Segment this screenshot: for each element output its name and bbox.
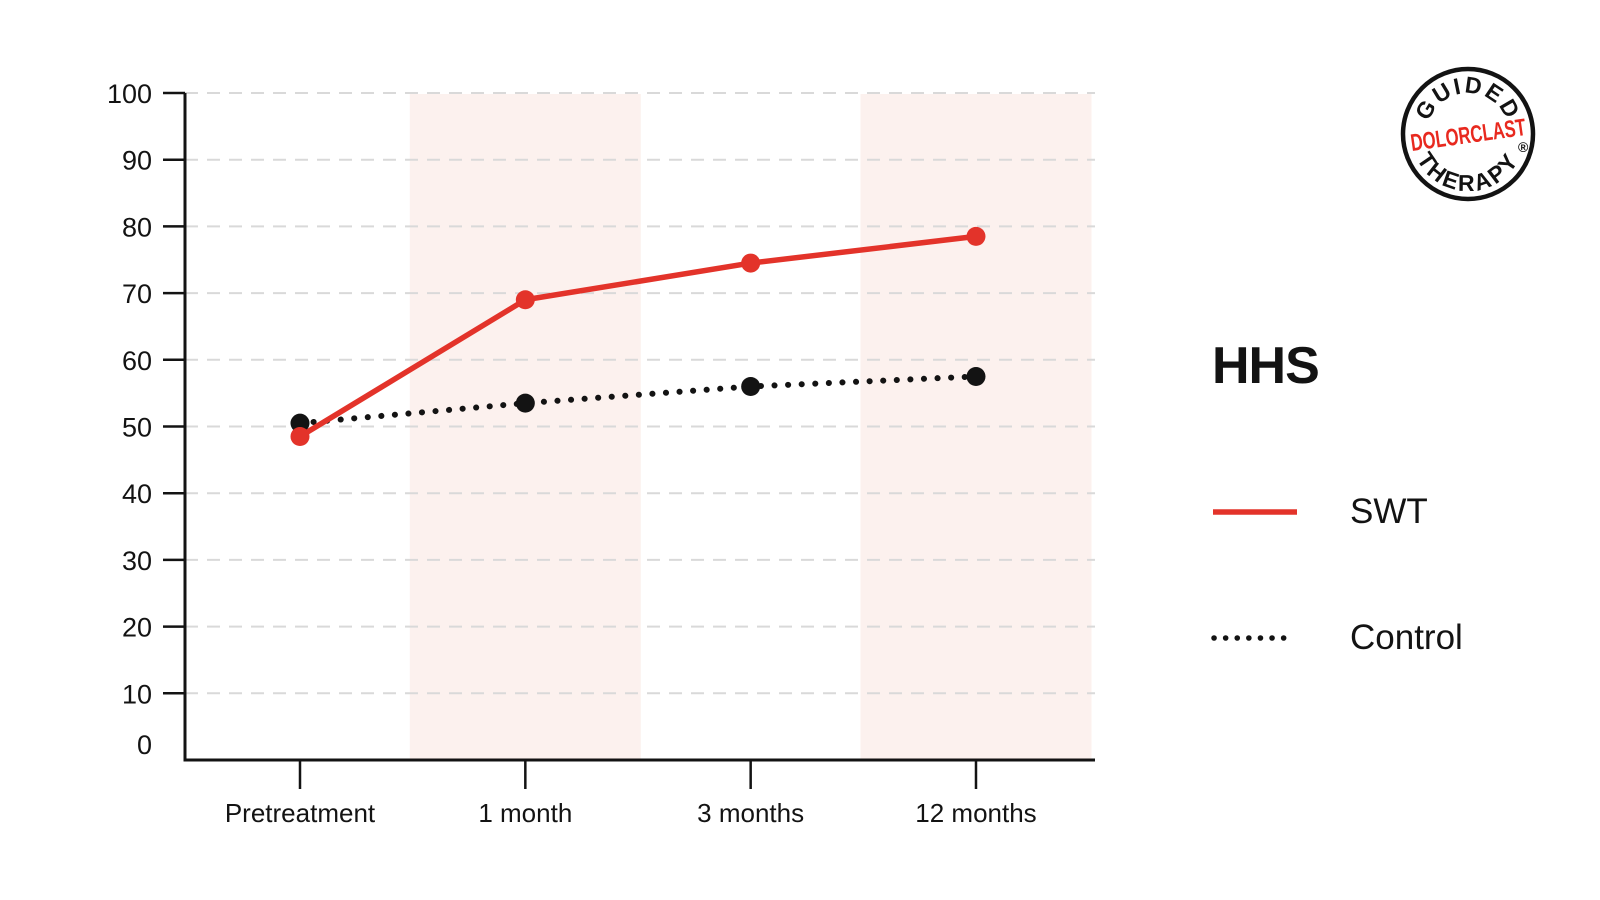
- registered-trademark-icon: ®: [1518, 139, 1529, 155]
- gridlines: [185, 92, 1095, 695]
- y-tick-label: 20: [122, 613, 152, 643]
- x-tick-label: 1 month: [478, 798, 572, 828]
- x-tick-label: Pretreatment: [225, 798, 376, 828]
- y-tick-label: 10: [122, 679, 152, 709]
- y-tick-label: 40: [122, 479, 152, 509]
- axes: [163, 91, 1095, 789]
- point-swt-2: [741, 253, 761, 273]
- series-line-control: [297, 373, 979, 427]
- point-swt-1: [515, 290, 535, 310]
- logo-ring: [1400, 66, 1536, 202]
- data-series: [290, 226, 986, 447]
- dolorclast-logo: GUIDED THERAPY DOLORCLAST ®: [1400, 66, 1536, 202]
- y-tick-label: 50: [122, 413, 152, 443]
- series-line-swt: [298, 233, 977, 439]
- axis-labels: 0 10 20 30 40 50 60 70 80 90 100 Pretreatment 1 mont…: [107, 79, 1037, 828]
- point-swt-3: [966, 226, 986, 246]
- axis-frame: [183, 93, 1095, 762]
- y-tick-label: 100: [107, 79, 152, 109]
- point-swt-0: [290, 427, 310, 447]
- y-tick-label: 70: [122, 279, 152, 309]
- point-control-1: [515, 393, 535, 413]
- point-control-3: [966, 366, 986, 386]
- point-control-2: [741, 376, 761, 396]
- y-tick-label: 60: [122, 346, 152, 376]
- y-tick-label: 90: [122, 146, 152, 176]
- point-control-0: [290, 413, 310, 433]
- x-tick-label: 12 months: [915, 798, 1036, 828]
- x-tick-label: 3 months: [697, 798, 804, 828]
- y-tick-label: 80: [122, 212, 152, 242]
- y-tick-label: 0: [137, 730, 152, 760]
- y-tick-label: 30: [122, 546, 152, 576]
